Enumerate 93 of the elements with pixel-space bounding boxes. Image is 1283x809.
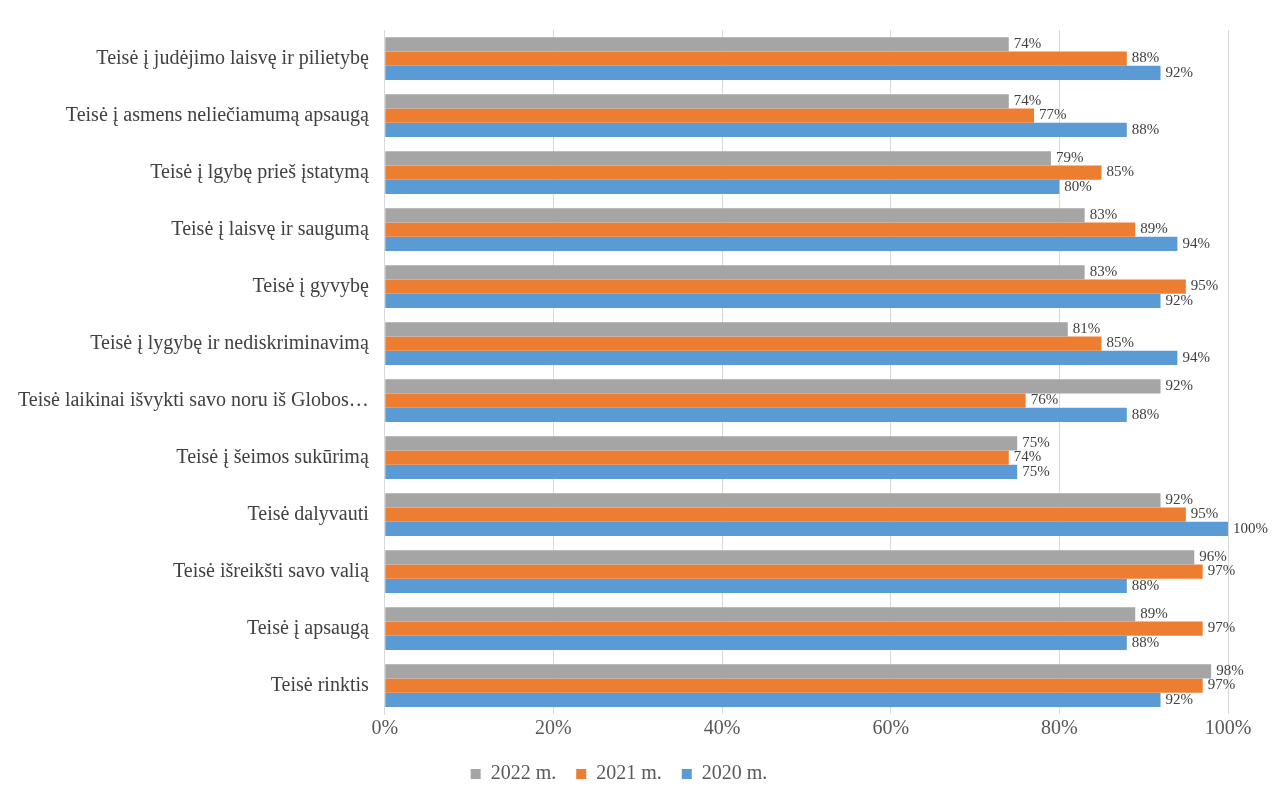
bar xyxy=(385,578,1127,593)
bar xyxy=(385,664,1212,679)
bar xyxy=(385,692,1161,707)
bar xyxy=(385,222,1136,237)
bar xyxy=(385,94,1009,109)
data-label: 92% xyxy=(1165,377,1194,394)
bar xyxy=(385,51,1127,66)
bar xyxy=(385,493,1161,508)
data-label: 85% xyxy=(1106,334,1135,351)
bar xyxy=(385,521,1228,536)
data-label: 75% xyxy=(1022,434,1050,451)
data-label: 88% xyxy=(1131,576,1160,593)
y-tick-label: Teisė dalyvauti xyxy=(247,501,370,525)
data-label: 83% xyxy=(1089,263,1118,280)
bar xyxy=(385,450,1009,465)
data-label: 74% xyxy=(1013,35,1042,52)
data-label: 79% xyxy=(1055,149,1084,166)
data-label: 95% xyxy=(1190,277,1219,294)
bar xyxy=(385,507,1186,522)
data-label: 100% xyxy=(1233,519,1268,536)
y-tick-label: Teisė į lygybę ir nediskriminavimą xyxy=(90,330,370,354)
y-tick-label: Teisė į laisvę ir saugumą xyxy=(171,216,370,240)
data-label: 80% xyxy=(1064,177,1092,194)
bar xyxy=(385,393,1026,408)
bar xyxy=(385,607,1136,622)
data-label: 74% xyxy=(1013,448,1042,465)
data-label: 88% xyxy=(1131,120,1160,137)
x-tick-label: 80% xyxy=(1041,716,1078,739)
bar xyxy=(385,322,1068,337)
data-label: 75% xyxy=(1022,462,1050,479)
data-label: 92% xyxy=(1165,63,1194,80)
bar xyxy=(385,165,1102,180)
y-tick-label: Teisė į gyvybę xyxy=(252,273,369,297)
data-label: 76% xyxy=(1030,391,1059,408)
bar xyxy=(385,265,1085,280)
bar xyxy=(385,108,1035,123)
data-label: 92% xyxy=(1165,291,1194,308)
bar xyxy=(385,407,1127,422)
data-label: 89% xyxy=(1140,220,1168,237)
data-label: 88% xyxy=(1131,405,1160,422)
bar xyxy=(385,208,1085,223)
bar xyxy=(385,379,1161,394)
bar xyxy=(385,464,1018,479)
bar xyxy=(385,151,1051,166)
data-label: 74% xyxy=(1013,92,1042,109)
bar xyxy=(385,236,1178,251)
bar xyxy=(385,336,1102,351)
x-tick-label: 40% xyxy=(703,716,741,739)
bar xyxy=(385,678,1203,693)
data-label: 85% xyxy=(1106,163,1135,180)
y-tick-label: Teisė į apsaugą xyxy=(246,615,370,639)
bar xyxy=(385,550,1195,565)
y-tick-label: Teisė į šeimos sukūrimą xyxy=(176,444,370,468)
y-tick-label: Teisė laikinai išvykti savo noru iš Globos… xyxy=(17,387,369,411)
x-tick-label: 60% xyxy=(872,716,910,739)
x-tick-label: 100% xyxy=(1204,716,1252,739)
legend-label: 2021 m. xyxy=(596,761,662,784)
bar xyxy=(385,621,1203,636)
y-tick-label: Teisė į asmens neliečiamumą apsaugą xyxy=(65,102,370,126)
bar xyxy=(385,635,1127,650)
data-label: 89% xyxy=(1140,605,1168,622)
data-label: 88% xyxy=(1131,633,1160,650)
data-label: 94% xyxy=(1182,348,1210,365)
y-tick-label: Teisė rinktis xyxy=(270,672,369,695)
y-tick-label: Teisė į judėjimo laisvę ir pilietybę xyxy=(96,45,369,69)
x-tick-label: 20% xyxy=(535,716,572,739)
data-label: 98% xyxy=(1216,662,1244,679)
bar xyxy=(385,293,1161,308)
y-tick-label: Teisė išreikšti savo valią xyxy=(173,558,370,582)
bar xyxy=(385,279,1186,294)
data-label: 97% xyxy=(1207,562,1236,579)
bar xyxy=(385,122,1127,137)
legend-label: 2020 m. xyxy=(701,761,768,784)
data-label: 96% xyxy=(1199,548,1227,565)
legend-label: 2022 m. xyxy=(490,761,557,784)
data-label: 94% xyxy=(1182,234,1210,251)
y-tick-label: Teisė į lgybę prieš įstatymą xyxy=(150,159,370,183)
bar xyxy=(385,436,1018,451)
data-label: 81% xyxy=(1072,320,1101,337)
bar xyxy=(385,564,1203,579)
data-label: 92% xyxy=(1165,491,1194,508)
data-label: 77% xyxy=(1039,106,1067,123)
bar xyxy=(385,350,1178,365)
bar xyxy=(385,37,1009,52)
x-tick-label: 0% xyxy=(371,716,399,739)
data-label: 97% xyxy=(1207,619,1236,636)
data-label: 92% xyxy=(1165,690,1194,707)
data-label: 88% xyxy=(1131,49,1160,66)
data-label: 97% xyxy=(1207,676,1236,693)
bar xyxy=(385,65,1161,80)
data-label: 95% xyxy=(1190,505,1219,522)
bar xyxy=(385,179,1060,194)
data-label: 83% xyxy=(1089,206,1118,223)
